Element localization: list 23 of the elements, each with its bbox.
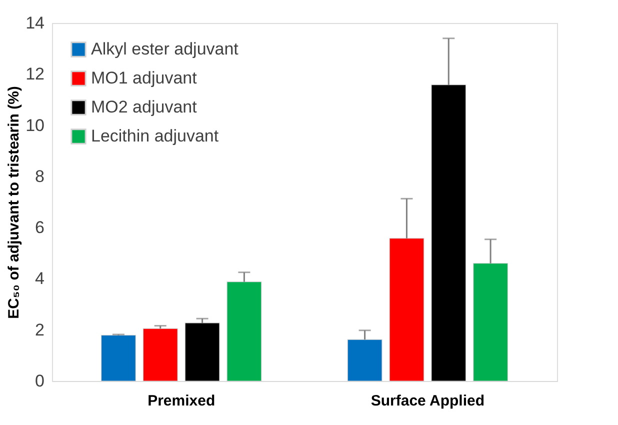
bar: [142, 328, 178, 382]
x-tick-label: Premixed: [148, 392, 216, 410]
legend-label: Lecithin adjuvant: [91, 126, 219, 146]
y-tick-label: 4: [35, 269, 44, 288]
y-tick-label: 10: [26, 116, 44, 135]
x-tick-label: Surface Applied: [370, 392, 484, 410]
legend-label: Alkyl ester adjuvant: [91, 40, 239, 58]
bar: [473, 263, 508, 382]
y-tick-label: 2: [35, 320, 44, 340]
y-tick-label: 8: [35, 166, 44, 186]
bar: [347, 339, 382, 382]
y-tick-label: 12: [26, 64, 44, 84]
y-tick-label: 0: [35, 372, 44, 390]
bar: [431, 84, 466, 382]
bar: [100, 334, 136, 382]
y-axis-title: EC₅₀ of adjuvant to tristearin (%): [6, 86, 23, 319]
bar: [226, 281, 262, 382]
y-tick-label: 14: [26, 14, 44, 32]
bar: [389, 238, 424, 382]
y-tick-label: 6: [35, 218, 44, 238]
bar: [184, 322, 220, 382]
legend-label: MO1 adjuvant: [91, 68, 198, 88]
legend-label: MO2 adjuvant: [91, 98, 198, 116]
